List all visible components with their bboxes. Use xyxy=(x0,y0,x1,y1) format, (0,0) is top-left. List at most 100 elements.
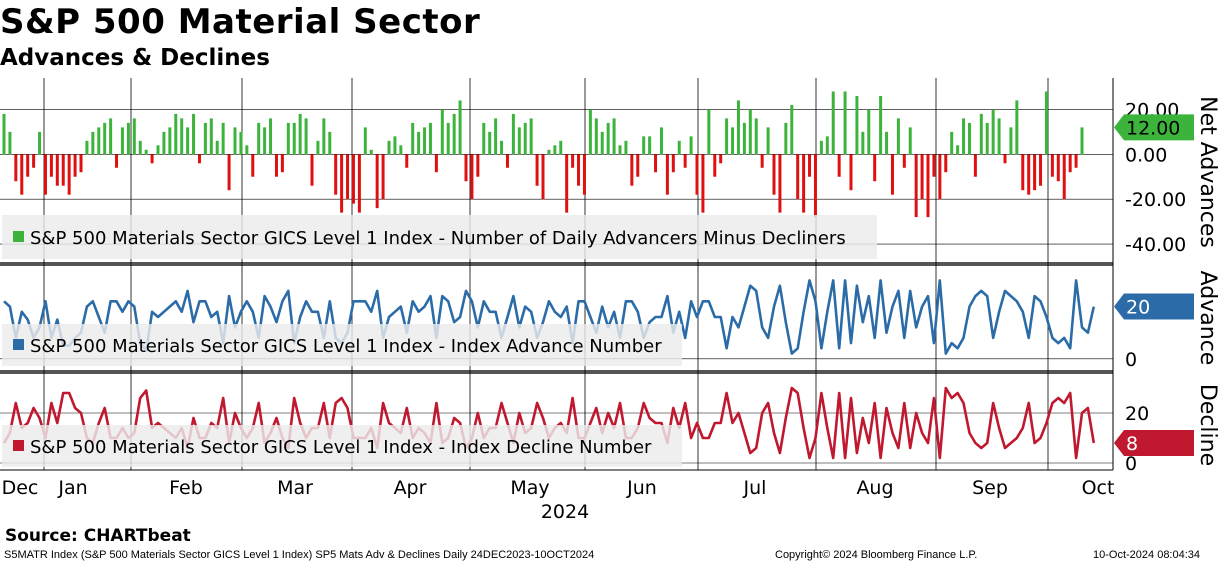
net-bar xyxy=(535,154,539,186)
net-legend-swatch xyxy=(13,231,24,242)
net-bar xyxy=(505,154,509,168)
net-bar xyxy=(997,118,1001,155)
net-bar xyxy=(879,95,883,155)
net-bar xyxy=(778,154,782,213)
decline-ytick-label: 0 xyxy=(1125,453,1137,475)
net-bar xyxy=(363,127,367,155)
net-bar xyxy=(209,118,213,155)
advance-last-value-tag xyxy=(1114,293,1194,320)
net-bar xyxy=(962,118,966,155)
net-bar xyxy=(1027,154,1031,195)
net-bar xyxy=(914,154,918,218)
decline-legend-box xyxy=(2,425,682,467)
net-ytick-label: -20.00 xyxy=(1125,189,1186,211)
net-bar xyxy=(790,104,794,155)
net-bar xyxy=(938,154,942,200)
net-bar xyxy=(55,154,59,186)
net-bar xyxy=(180,118,184,155)
net-bar xyxy=(973,154,977,177)
net-bar xyxy=(849,154,853,191)
net-bar xyxy=(464,154,468,182)
net-bar xyxy=(298,113,302,155)
net-bar xyxy=(186,127,190,155)
net-bar xyxy=(120,127,124,155)
net-bar xyxy=(600,131,604,155)
net-bar xyxy=(38,131,42,155)
net-bar xyxy=(334,154,338,195)
net-bar xyxy=(156,145,160,155)
x-tick-label-feb: Feb xyxy=(169,477,203,499)
net-bar xyxy=(642,136,646,155)
net-bar xyxy=(926,154,930,218)
net-bar xyxy=(428,122,432,155)
decline-legend-text: S&P 500 Materials Sector GICS Level 1 In… xyxy=(30,437,652,458)
net-bar xyxy=(423,127,427,155)
net-bar xyxy=(731,127,735,155)
chart-subtitle: Advances & Declines xyxy=(0,45,270,71)
net-last-value-tag xyxy=(1114,114,1194,141)
advance-legend-box xyxy=(2,324,682,366)
net-bar xyxy=(14,154,18,182)
net-bar xyxy=(144,149,148,155)
net-bar xyxy=(115,154,119,168)
x-tick-label-dec: Dec xyxy=(2,477,39,499)
net-bar xyxy=(541,154,545,200)
net-bar xyxy=(784,122,788,155)
net-bar xyxy=(819,140,823,155)
net-bar xyxy=(754,118,758,155)
net-bar xyxy=(861,131,865,155)
net-bar xyxy=(890,154,894,195)
net-bar xyxy=(482,122,486,155)
net-bar xyxy=(695,154,699,195)
advance-legend-text: S&P 500 Materials Sector GICS Level 1 In… xyxy=(30,336,662,357)
net-bar xyxy=(1044,91,1048,155)
net-bar xyxy=(588,109,592,155)
x-tick-label-jan: Jan xyxy=(57,477,87,499)
net-bar xyxy=(109,118,113,155)
x-tick-label-mar: Mar xyxy=(277,477,313,499)
net-bar xyxy=(132,118,136,155)
net-bar xyxy=(689,136,693,155)
net-bar xyxy=(369,149,373,155)
advance-legend-swatch xyxy=(13,339,24,350)
net-bar xyxy=(967,122,971,155)
net-bar xyxy=(73,154,77,177)
net-bar xyxy=(736,100,740,155)
net-bar xyxy=(399,145,403,155)
net-bar xyxy=(351,154,355,204)
net-bar xyxy=(340,154,344,213)
net-bar xyxy=(192,113,196,155)
net-bar xyxy=(162,131,166,155)
net-bar xyxy=(174,113,178,155)
net-bar xyxy=(760,154,764,168)
net-bar xyxy=(1068,154,1072,173)
net-bar xyxy=(346,154,350,200)
net-legend-text: S&P 500 Materials Sector GICS Level 1 In… xyxy=(30,228,846,249)
net-bar xyxy=(387,140,391,155)
net-last-value-tag-label: 12.00 xyxy=(1126,117,1180,139)
net-bar xyxy=(920,154,924,200)
net-bar xyxy=(624,140,628,155)
advance-series-line xyxy=(3,279,1096,355)
footer-timestamp: 10-Oct-2024 08:04:34 xyxy=(1093,549,1201,561)
x-tick-label-jul: Jul xyxy=(743,477,767,499)
net-bar xyxy=(701,154,705,213)
net-bar xyxy=(97,127,101,155)
net-bar xyxy=(553,145,557,155)
source-label: Source: CHARTbeat xyxy=(5,526,191,546)
net-bar xyxy=(1062,154,1066,200)
net-bar xyxy=(411,122,415,155)
panel-divider-2 xyxy=(0,370,1113,374)
net-bar xyxy=(215,140,219,155)
net-bar xyxy=(654,154,658,173)
net-bar xyxy=(902,154,906,168)
net-bar xyxy=(677,140,681,155)
advance-last-value-tag-label: 20 xyxy=(1126,297,1150,319)
net-bar xyxy=(991,109,995,155)
net-bar xyxy=(1074,154,1078,168)
net-bar xyxy=(896,118,900,155)
net-bar xyxy=(221,122,225,155)
net-bar xyxy=(1056,154,1060,182)
net-bar xyxy=(855,95,859,155)
footer-ticker-description: S5MATR Index (S&P 500 Materials Sector G… xyxy=(4,549,595,561)
